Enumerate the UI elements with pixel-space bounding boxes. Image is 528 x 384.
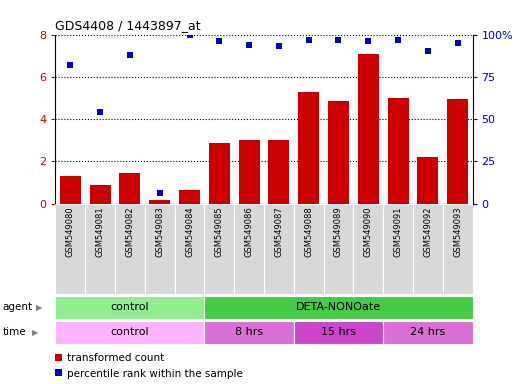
Bar [418,157,438,204]
Bar [239,140,260,204]
Bar [383,204,413,294]
Text: GSM549088: GSM549088 [304,206,313,257]
Bar [383,321,473,344]
Bar [234,204,264,294]
Bar [294,321,383,344]
Point [96,109,105,115]
Text: GSM549090: GSM549090 [364,206,373,257]
Bar [55,296,204,319]
Bar [353,204,383,294]
Text: ▶: ▶ [36,303,42,312]
Text: 8 hrs: 8 hrs [235,327,263,337]
Text: GSM549089: GSM549089 [334,206,343,257]
Point [275,43,283,50]
Bar [115,204,145,294]
Text: control: control [110,327,149,337]
Bar [55,321,204,344]
Text: 15 hrs: 15 hrs [321,327,356,337]
Text: control: control [110,302,149,312]
Point [245,41,253,48]
Bar [204,204,234,294]
Text: GSM549086: GSM549086 [244,206,253,257]
Bar [204,321,294,344]
Text: GSM549080: GSM549080 [66,206,75,257]
Bar [268,140,289,204]
Point [126,52,134,58]
Text: GDS4408 / 1443897_at: GDS4408 / 1443897_at [55,19,201,32]
Text: transformed count: transformed count [67,353,164,363]
Bar [179,190,200,204]
Point [423,48,432,55]
Bar [298,92,319,204]
Bar [413,204,443,294]
Bar [55,204,85,294]
Bar [119,173,140,204]
Text: GSM549081: GSM549081 [96,206,105,257]
Bar [264,204,294,294]
Text: GSM549092: GSM549092 [423,206,432,257]
Bar [145,204,175,294]
Point [155,190,164,197]
Bar [209,143,230,204]
Text: DETA-NONOate: DETA-NONOate [296,302,381,312]
Text: agent: agent [3,302,33,312]
Bar [388,98,409,204]
Text: GSM549093: GSM549093 [453,206,462,257]
Text: percentile rank within the sample: percentile rank within the sample [67,369,243,379]
Point [394,36,402,43]
Text: GSM549082: GSM549082 [126,206,135,257]
Bar [149,200,170,204]
Bar [328,101,349,204]
Point [454,40,462,46]
Text: GSM549091: GSM549091 [393,206,402,257]
Bar [60,176,81,204]
Point [364,38,373,45]
Point [334,36,343,43]
Point [185,31,194,38]
Text: 24 hrs: 24 hrs [410,327,446,337]
Text: GSM549084: GSM549084 [185,206,194,257]
Bar [447,99,468,204]
Point [66,62,74,68]
Point [305,36,313,43]
Text: GSM549085: GSM549085 [215,206,224,257]
Bar [358,54,379,204]
Bar [324,204,353,294]
Bar [85,204,115,294]
Bar [204,296,473,319]
Point [215,38,223,45]
Text: ▶: ▶ [32,328,38,337]
Bar [90,185,110,204]
Bar [443,204,473,294]
Text: GSM549087: GSM549087 [275,206,284,257]
Text: GSM549083: GSM549083 [155,206,164,257]
Bar [175,204,204,294]
Bar [294,204,324,294]
Text: time: time [3,327,26,337]
